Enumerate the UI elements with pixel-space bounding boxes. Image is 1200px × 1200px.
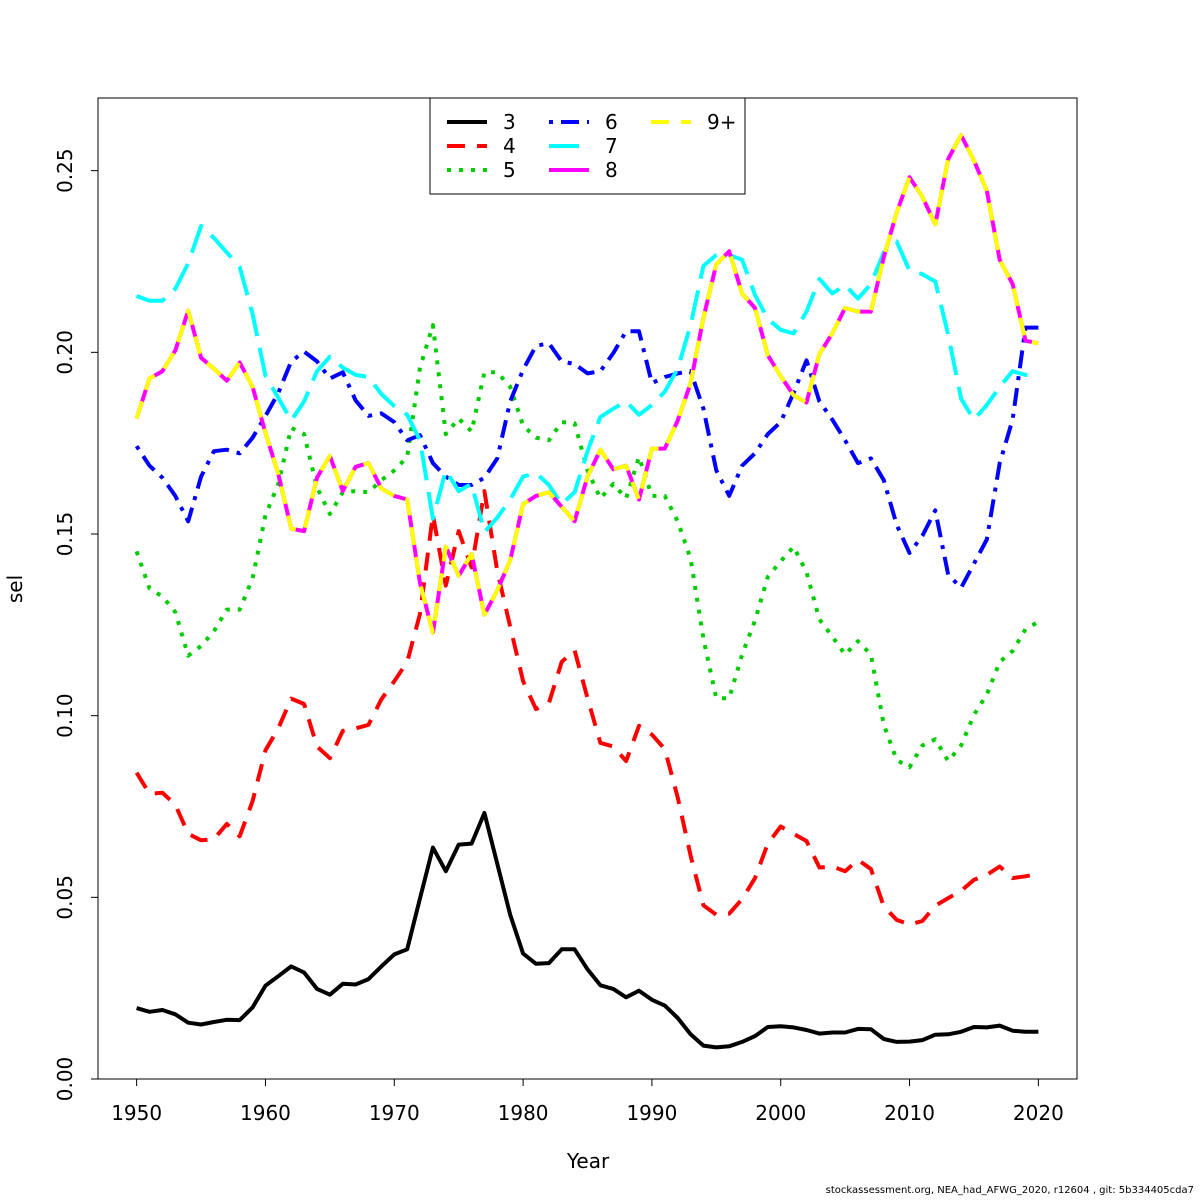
y-tick-label: 0.10 xyxy=(53,693,77,738)
series-line-9plus xyxy=(134,133,1039,635)
plot-frame xyxy=(97,97,1078,1080)
legend: 345 678 9+ xyxy=(429,97,746,195)
y-axis: 0.00 0.05 0.10 0.15 0.20 0.25 xyxy=(53,148,99,1102)
y-tick-label: 0.25 xyxy=(53,148,77,193)
y-tick-label: 0.20 xyxy=(53,330,77,375)
x-tick-label: 1950 xyxy=(111,1101,162,1125)
series-line-7 xyxy=(135,223,1039,535)
x-tick-label: 2020 xyxy=(1013,1101,1064,1125)
series-layer xyxy=(134,133,1040,1050)
series-line-8 xyxy=(134,133,1039,635)
x-axis: 1950 1960 1970 1980 1990 2000 2010 2020 xyxy=(111,1078,1064,1125)
legend-label: 3 xyxy=(503,110,516,134)
series-line-5 xyxy=(134,323,1040,770)
legend-label: 7 xyxy=(605,134,618,158)
series-line-4 xyxy=(134,489,1039,927)
series-line-3 xyxy=(136,811,1039,1050)
x-tick-label: 1990 xyxy=(626,1101,677,1125)
legend-label: 6 xyxy=(605,110,618,134)
x-axis-title: Year xyxy=(566,1149,610,1173)
x-tick-label: 1960 xyxy=(240,1101,291,1125)
y-tick-label: 0.05 xyxy=(53,875,77,920)
legend-label: 4 xyxy=(503,134,516,158)
x-tick-label: 1970 xyxy=(369,1101,420,1125)
series-line-6 xyxy=(134,325,1039,590)
y-tick-label: 0.00 xyxy=(53,1057,77,1102)
footer-note: stockassessment.org, NEA_had_AFWG_2020, … xyxy=(825,1185,1194,1196)
legend-label: 8 xyxy=(605,158,618,182)
legend-label: 5 xyxy=(503,158,516,182)
x-tick-label: 2010 xyxy=(884,1101,935,1125)
y-axis-title: sel xyxy=(3,575,27,603)
x-tick-label: 2000 xyxy=(755,1101,806,1125)
x-tick-label: 1980 xyxy=(498,1101,549,1125)
y-tick-label: 0.15 xyxy=(53,512,77,557)
legend-label: 9+ xyxy=(707,110,736,134)
